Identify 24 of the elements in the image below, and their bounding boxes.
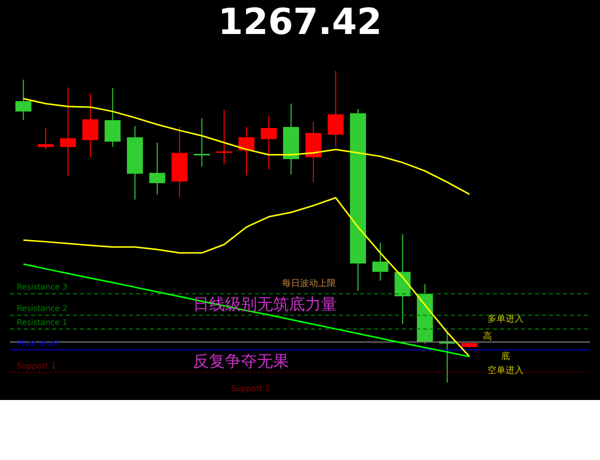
candlestick <box>15 79 32 121</box>
candlestick <box>238 126 254 176</box>
candlestick <box>149 142 166 195</box>
candlestick <box>328 70 344 148</box>
candlestick <box>38 127 54 150</box>
candlestick <box>104 88 121 148</box>
annotation: 每日波动上限 <box>282 278 336 289</box>
text: 多单进入 <box>487 314 524 325</box>
candlestick <box>60 86 76 177</box>
chart-title: 1267.42 <box>218 2 382 43</box>
candlestick <box>82 92 98 158</box>
ref-line-label: Resistance 3 <box>16 282 68 292</box>
annotation: 反复争夺无果 <box>192 351 289 370</box>
text: 空单进入 <box>487 365 524 376</box>
text: 底 <box>500 351 510 362</box>
text: Support 2 <box>230 384 270 393</box>
candlestick <box>260 115 277 170</box>
ref-line-label: Resistance 1 <box>16 318 68 327</box>
candlestick <box>216 109 232 165</box>
candlestick <box>372 242 388 282</box>
ref-line-label: Support 1 <box>16 361 56 370</box>
ref-line-label: Resistance 2 <box>16 304 68 314</box>
text: 高 <box>482 330 492 342</box>
candlestick <box>194 118 210 168</box>
